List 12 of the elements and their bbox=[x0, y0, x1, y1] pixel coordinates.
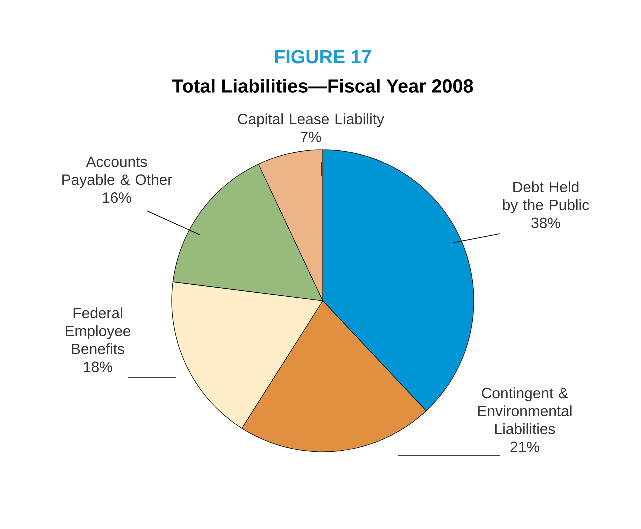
slice-label: Contingent & Environmental Liabilities bbox=[478, 388, 572, 434]
data-label: 21% bbox=[510, 442, 540, 452]
slice-label: Debt Held by the Public bbox=[503, 182, 590, 214]
data-label: 16% bbox=[103, 192, 132, 204]
data-label: 7% bbox=[300, 132, 322, 142]
chart-title: FIGURE 17 bbox=[275, 50, 372, 64]
slice-label: Accounts Payable & Other bbox=[62, 156, 172, 188]
slice-label: Federal Employee Benefits bbox=[66, 308, 131, 354]
slice-label: Capital Lease Liability bbox=[238, 114, 384, 128]
data-label: 38% bbox=[532, 218, 560, 228]
data-label: 18% bbox=[84, 362, 112, 372]
chart-subtitle: Total Liabilities—Fiscal Year 2008 bbox=[172, 79, 474, 93]
